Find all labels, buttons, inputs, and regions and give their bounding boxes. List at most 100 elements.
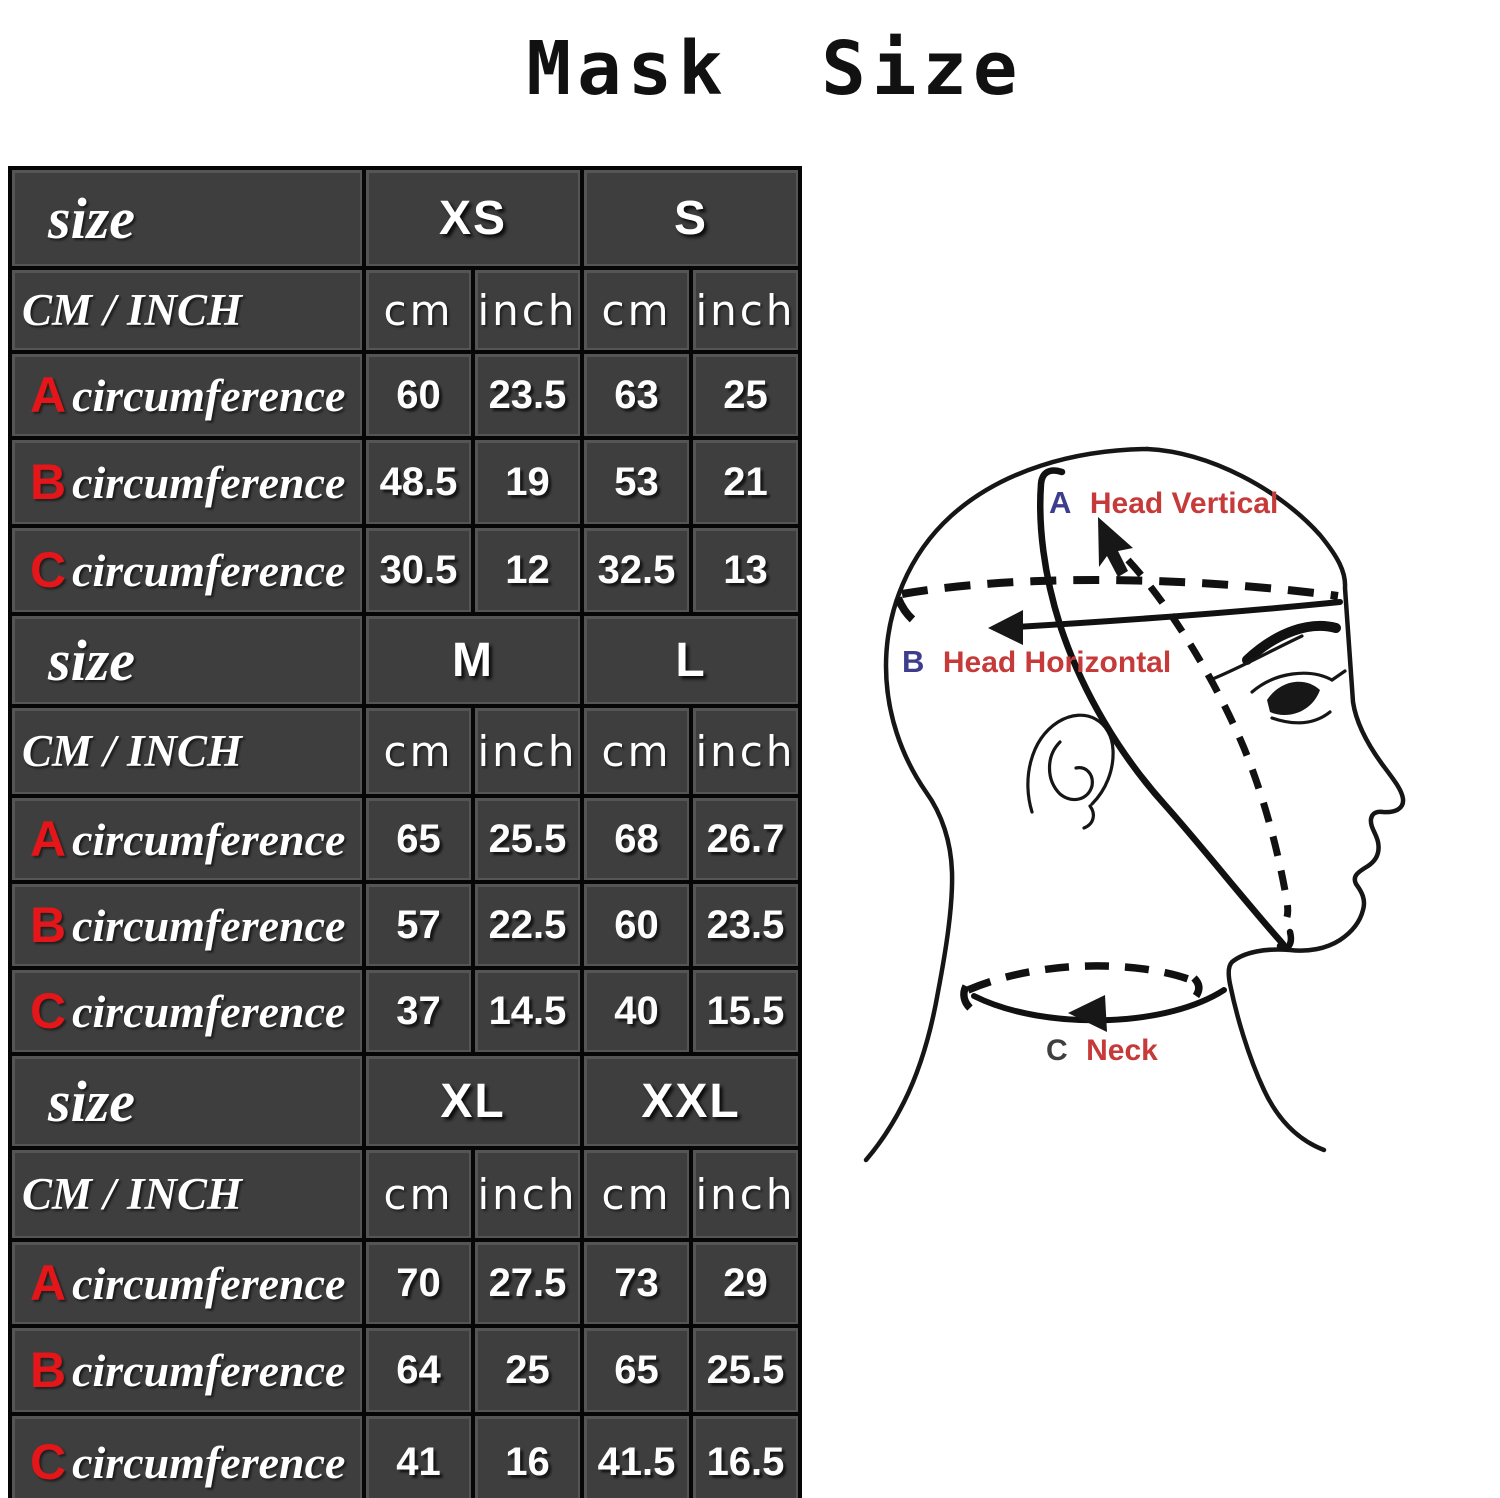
value-cell: 32.5	[584, 528, 689, 612]
measure-word: circumference	[72, 1436, 346, 1488]
measure-word: circumference	[72, 899, 346, 951]
measure-letter: C	[30, 542, 67, 598]
measure-word: circumference	[72, 544, 346, 596]
value-cell: 64	[366, 1328, 471, 1412]
measure-row-label: B circumference	[12, 440, 362, 524]
value-cell: 23.5	[693, 884, 798, 966]
value-cell: 21	[693, 440, 798, 524]
measure-word: circumference	[72, 1344, 346, 1396]
unit-cell: inch	[475, 1150, 580, 1238]
value-cell: 63	[584, 354, 689, 436]
unit-cell: inch	[693, 270, 798, 350]
head-outline-back	[863, 446, 1150, 1163]
neck-dashed-right-hook	[1191, 975, 1203, 999]
measure-letter: A	[30, 367, 67, 423]
value-cell: 26.7	[693, 798, 798, 880]
cursor-arrow-icon	[1098, 517, 1133, 577]
unit-header: CM / INCH	[12, 708, 362, 794]
label-letter-b: B	[902, 644, 924, 679]
left-arrowhead-icon	[988, 610, 1023, 645]
measure-row-label: A circumference	[12, 798, 362, 880]
measure-row-label: B circumference	[12, 884, 362, 966]
label-letter-c: C	[1046, 1034, 1068, 1067]
measure-word: circumference	[72, 985, 346, 1037]
eye-icon	[1267, 681, 1320, 716]
value-cell: 25	[693, 354, 798, 436]
value-cell: 37	[366, 970, 471, 1052]
measure-row-label: A circumference	[12, 1242, 362, 1324]
unit-cell: cm	[366, 1150, 471, 1238]
label-letter-a: A	[1049, 485, 1071, 520]
measure-letter: B	[30, 1342, 67, 1398]
eyelash-line	[1330, 669, 1347, 682]
label-head-vertical: A Head Vertical	[1049, 485, 1278, 520]
value-cell: 15.5	[693, 970, 798, 1052]
label-text-head-horizontal: Head Horizontal	[943, 646, 1171, 679]
size-col-xxl: XXL	[584, 1056, 798, 1146]
value-cell: 19	[475, 440, 580, 524]
unit-cell: cm	[366, 270, 471, 350]
neck-left-arrowhead-icon	[1068, 995, 1107, 1032]
value-cell: 48.5	[366, 440, 471, 524]
horizontal-arrow-line	[1013, 599, 1343, 630]
unit-cell: cm	[584, 1150, 689, 1238]
label-head-horizontal: B Head Horizontal	[902, 644, 1171, 679]
size-header-label: size	[12, 170, 362, 266]
measure-row-label: C circumference	[12, 1416, 362, 1498]
value-cell: 23.5	[475, 354, 580, 436]
neck-dashed-left-hook	[960, 984, 973, 1011]
label-text-head-vertical: Head Vertical	[1090, 487, 1278, 520]
value-cell: 53	[584, 440, 689, 524]
value-cell: 25	[475, 1328, 580, 1412]
value-cell: 68	[584, 798, 689, 880]
value-cell: 73	[584, 1242, 689, 1324]
unit-cell: inch	[475, 708, 580, 794]
size-header-label: size	[12, 616, 362, 704]
measure-word: circumference	[72, 1257, 346, 1309]
size-col-s: S	[584, 170, 798, 266]
measure-row-label: B circumference	[12, 1328, 362, 1412]
eyebrow-icon	[1242, 620, 1341, 665]
neck-arrow-line	[971, 987, 1227, 1024]
horizontal-dashed-left-end	[894, 596, 923, 629]
value-cell: 12	[475, 528, 580, 612]
measure-row-label: C circumference	[12, 970, 362, 1052]
vertical-measure-line	[1037, 467, 1287, 948]
measure-letter: C	[30, 1434, 67, 1490]
value-cell: 14.5	[475, 970, 580, 1052]
value-cell: 13	[693, 528, 798, 612]
label-text-neck: Neck	[1086, 1034, 1158, 1067]
size-header-label: size	[12, 1056, 362, 1146]
size-table: size XS S CM / INCH cm inch cm inch A ci…	[8, 166, 802, 1498]
head-outline-face	[1144, 446, 1406, 1153]
value-cell: 60	[584, 884, 689, 966]
measure-word: circumference	[72, 813, 346, 865]
value-cell: 57	[366, 884, 471, 966]
unit-cell: inch	[693, 1150, 798, 1238]
measure-letter: B	[30, 897, 67, 953]
size-col-l: L	[584, 616, 798, 704]
vertical-measure-end-hook	[1276, 928, 1295, 951]
value-cell: 41.5	[584, 1416, 689, 1498]
size-col-xl: XL	[366, 1056, 580, 1146]
unit-cell: cm	[584, 708, 689, 794]
value-cell: 65	[366, 798, 471, 880]
value-cell: 16.5	[693, 1416, 798, 1498]
value-cell: 29	[693, 1242, 798, 1324]
page-title: Mask Size	[526, 26, 1024, 112]
measure-letter: A	[30, 811, 67, 867]
value-cell: 70	[366, 1242, 471, 1324]
value-cell: 16	[475, 1416, 580, 1498]
measure-row-label: C circumference	[12, 528, 362, 612]
measure-letter: B	[30, 454, 67, 510]
measure-word: circumference	[72, 369, 346, 421]
measure-word: circumference	[72, 456, 346, 508]
lower-eyelid-line	[1270, 710, 1332, 725]
value-cell: 40	[584, 970, 689, 1052]
face-diagonal-dashed-line	[1125, 557, 1292, 918]
ear-icon	[1026, 713, 1115, 814]
unit-cell: inch	[693, 708, 798, 794]
upper-eyelid-line	[1250, 671, 1334, 694]
value-cell: 27.5	[475, 1242, 580, 1324]
